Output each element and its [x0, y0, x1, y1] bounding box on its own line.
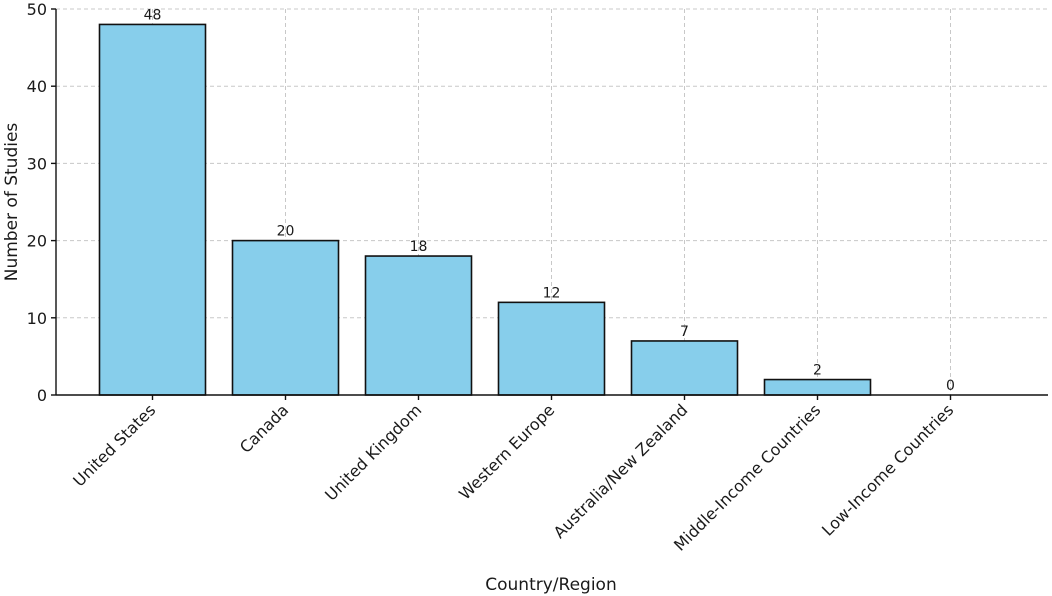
bar — [630, 340, 739, 396]
x-tick-label: Western Europe — [455, 400, 558, 503]
x-tick-labels: United States Canada United Kingdom Western… — [69, 400, 957, 554]
x-tick-label: Low-Income Countries — [818, 400, 957, 539]
x-tick-label: Middle-Income Countries — [670, 400, 824, 554]
y-tick-label: 10 — [27, 309, 47, 328]
x-axis-title: Country/Region — [485, 575, 616, 595]
y-tick-label: 30 — [27, 154, 47, 173]
bar-value-label: 20 — [277, 224, 295, 240]
bar — [497, 301, 606, 396]
bar — [364, 255, 473, 396]
bar-value-label: 12 — [543, 285, 561, 301]
bar-value-label: 48 — [144, 7, 162, 23]
x-tick-label: Australia/New Zealand — [550, 400, 692, 542]
x-tick-label: Canada — [236, 400, 292, 456]
bar-value-label: 0 — [946, 378, 955, 394]
axes — [51, 8, 1048, 400]
bar — [231, 239, 340, 396]
bar-value-label: 7 — [680, 324, 689, 340]
bar — [98, 23, 207, 396]
x-tick-label: United States — [69, 400, 159, 490]
x-tick-label: United Kingdom — [321, 400, 425, 504]
bar-value-label: 2 — [813, 363, 822, 379]
y-tick-label: 20 — [27, 232, 47, 251]
bar — [763, 378, 872, 396]
bars — [98, 23, 872, 396]
y-tick-label: 50 — [27, 0, 47, 19]
y-tick-label: 0 — [37, 386, 47, 405]
bar-value-label: 18 — [410, 239, 428, 255]
y-tick-labels: 0 10 20 30 40 50 — [27, 0, 47, 405]
y-axis-title: Number of Studies — [2, 123, 22, 282]
y-tick-label: 40 — [27, 77, 47, 96]
